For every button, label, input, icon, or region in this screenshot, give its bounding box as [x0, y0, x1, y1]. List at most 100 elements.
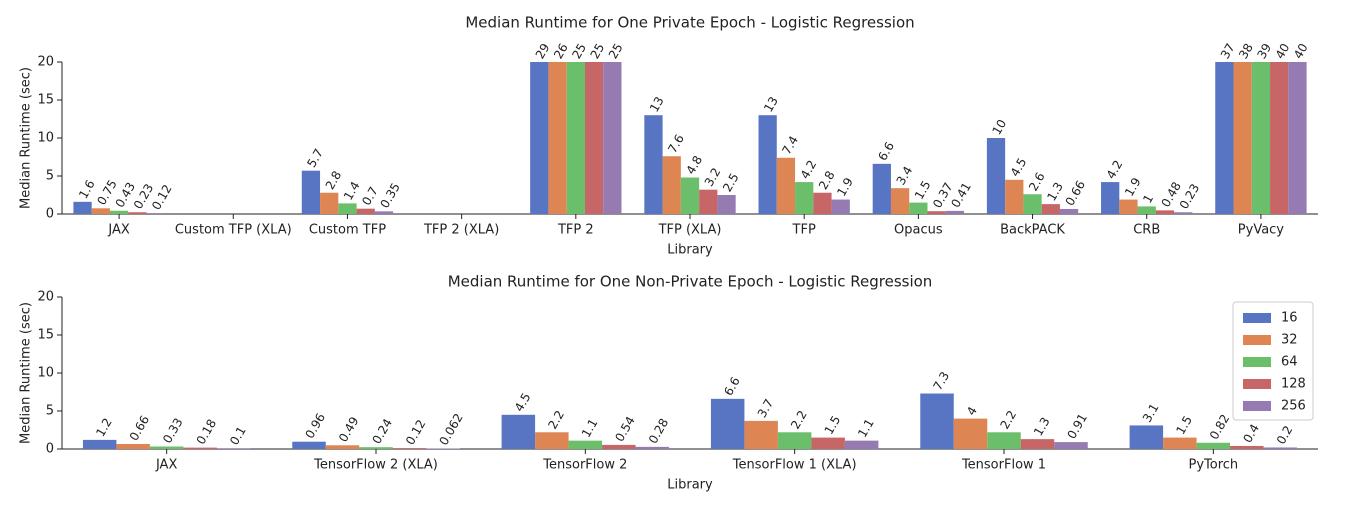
x-tick-label: PyTorch [1188, 458, 1238, 473]
bar [1059, 208, 1079, 214]
bar [1233, 62, 1252, 214]
bar [635, 446, 670, 449]
bar [1054, 442, 1088, 449]
value-label: 2.2 [788, 408, 810, 432]
bar [1251, 62, 1271, 214]
y-tick-label: 20 [37, 55, 54, 70]
bar [710, 398, 745, 449]
legend-box [1232, 301, 1314, 421]
value-label: 7.6 [665, 132, 687, 156]
bar [1129, 425, 1164, 449]
x-tick-label: TFP (XLA) [658, 223, 722, 238]
bar [82, 439, 117, 449]
bar [1023, 194, 1042, 214]
bar [584, 62, 604, 214]
x-tick-label: JAX [155, 458, 177, 473]
bar [1263, 447, 1298, 449]
x-axis-label: Library [667, 243, 713, 258]
bar [535, 432, 569, 449]
value-label: 5.7 [304, 146, 326, 170]
y-axis-label: Median Runtime (sec) [19, 302, 34, 444]
legend-label: 32 [1281, 333, 1298, 348]
y-axis-label: Median Runtime (sec) [19, 67, 34, 209]
bar [602, 444, 636, 449]
value-label: 2.2 [545, 408, 567, 432]
value-label: 0.1 [227, 424, 249, 448]
value-label: 2.5 [720, 171, 742, 195]
bar [987, 432, 1021, 449]
bar [568, 440, 603, 449]
value-label: 0.24 [370, 416, 395, 446]
value-label: 0.96 [303, 411, 328, 441]
chart-title: Median Runtime for One Private Epoch - L… [465, 14, 914, 32]
value-label: 26 [551, 41, 571, 61]
bar [699, 189, 718, 214]
value-label: 6.6 [721, 375, 743, 399]
x-tick-label: Custom TFP [309, 223, 386, 238]
x-tick-label: JAX [107, 223, 129, 238]
value-label: 1.5 [912, 178, 934, 202]
legend-swatch [1243, 357, 1271, 367]
value-label: 3.1 [1140, 401, 1162, 425]
bar [844, 440, 879, 449]
legend-swatch [1243, 313, 1271, 323]
y-tick-label: 5 [46, 404, 54, 419]
value-label: 4.5 [512, 391, 534, 415]
bar [777, 432, 812, 449]
bar [1215, 62, 1234, 215]
bar [1196, 442, 1231, 449]
bar [1174, 212, 1193, 214]
value-label: 13 [761, 94, 781, 114]
bar [776, 157, 796, 214]
value-label: 0.2 [1274, 423, 1296, 447]
x-tick-label: TensorFlow 1 (XLA) [732, 458, 857, 473]
value-label: 4.8 [684, 153, 706, 177]
bar [146, 213, 165, 214]
legend-swatch [1243, 401, 1271, 411]
bar [548, 62, 567, 215]
bars [82, 393, 1298, 449]
y-tick-label: 15 [37, 328, 54, 343]
bar [356, 208, 375, 214]
x-axis-label: Library [667, 478, 713, 493]
value-label: 4 [964, 404, 980, 418]
x-tick-label: TFP 2 [557, 223, 594, 238]
value-label: 0.12 [403, 417, 428, 447]
bar [872, 163, 891, 214]
bar [73, 201, 92, 214]
value-label: 38 [1236, 41, 1256, 61]
value-label: 0.82 [1207, 412, 1232, 442]
bar [927, 211, 946, 214]
value-label: 4.2 [798, 158, 820, 182]
bar [831, 199, 850, 214]
value-label: 0.35 [377, 180, 402, 210]
y-tick-label: 0 [46, 442, 54, 457]
x-tick-label: PyVacy [1238, 223, 1285, 238]
bar [1288, 62, 1307, 214]
bar [795, 182, 814, 214]
value-label: 0.66 [127, 413, 152, 443]
value-label: 0.49 [336, 414, 361, 444]
bar [758, 115, 777, 214]
bar [953, 418, 988, 449]
bar [116, 443, 150, 449]
value-label: 1.2 [93, 416, 115, 440]
bar [717, 195, 736, 214]
bar [811, 437, 845, 449]
x-tick-label: Custom TFP (XLA) [175, 223, 292, 238]
x-tick-label: BackPACK [1000, 223, 1065, 238]
bar [744, 420, 778, 449]
bar [216, 448, 251, 449]
value-label: 1.6 [76, 178, 98, 202]
bar [320, 192, 339, 214]
bar [392, 448, 427, 449]
value-label: 40 [1273, 41, 1293, 61]
value-label: 0.4 [1240, 422, 1262, 446]
bar [359, 447, 393, 449]
value-label: 7.3 [931, 369, 953, 393]
bar [813, 192, 832, 214]
x-tick-label: TensorFlow 2 [542, 458, 627, 473]
value-label: 40 [1291, 41, 1311, 61]
bar [1041, 204, 1060, 214]
